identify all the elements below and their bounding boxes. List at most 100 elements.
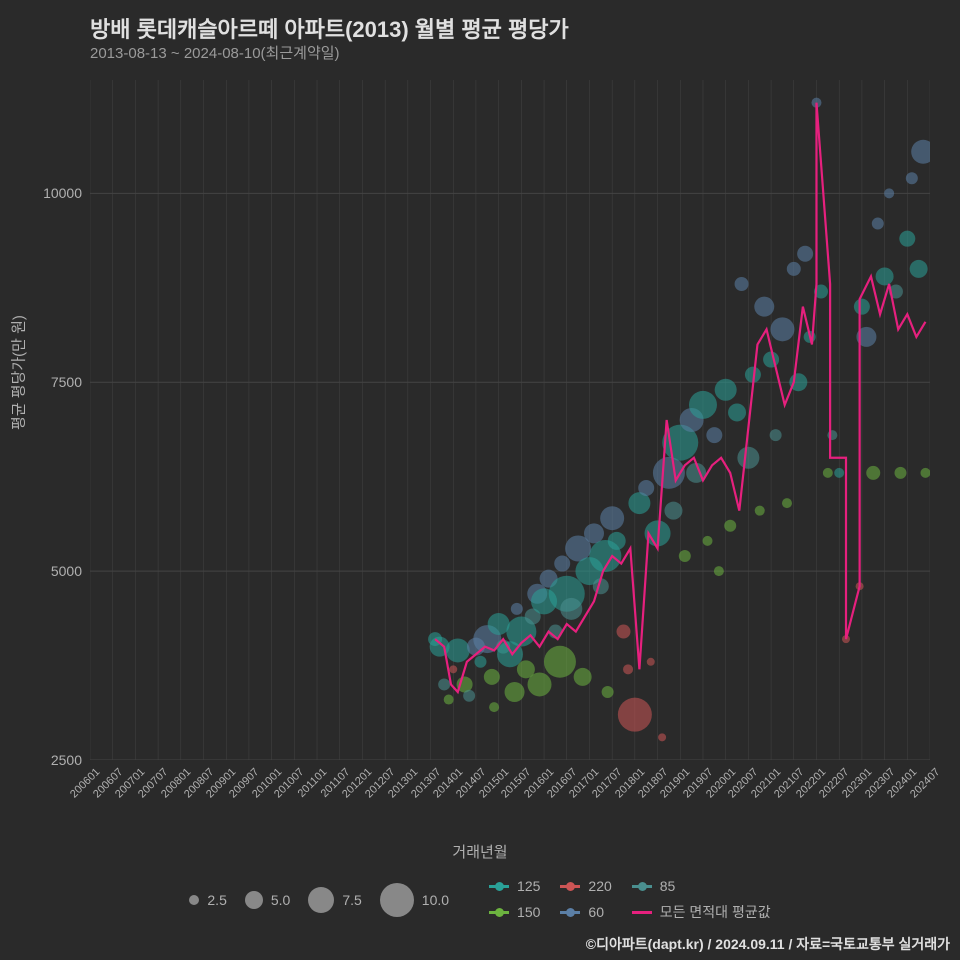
bubble-point (728, 403, 746, 421)
credit-text: ©디아파트(dapt.kr) / 2024.09.11 / 자료=국토교통부 실… (586, 934, 950, 954)
chart-svg (90, 80, 930, 760)
legend-color-item: 150 (489, 902, 540, 922)
legend-size-label: 10.0 (422, 892, 449, 908)
bubble-point (834, 468, 844, 478)
bubble-point (449, 665, 457, 673)
legend-color-swatch (560, 911, 580, 914)
bubble-point (787, 262, 801, 276)
bubble-point (560, 598, 582, 620)
legend-color-swatch (489, 911, 509, 914)
bubble-point (754, 297, 774, 317)
bubble-point (574, 668, 592, 686)
bubble-point (884, 188, 894, 198)
legend-color-label: 150 (517, 904, 540, 920)
bubble-point (647, 658, 655, 666)
bubble-point (484, 669, 500, 685)
bubble-point (894, 467, 906, 479)
legend-size-circle (380, 883, 414, 917)
bubble-point (876, 267, 894, 285)
bubble-point (714, 566, 724, 576)
legend-color-item: 60 (560, 902, 611, 922)
bubble-point (737, 447, 759, 469)
bubble-point (474, 656, 486, 668)
bubble-point (617, 625, 631, 639)
legend-color-dot (566, 908, 575, 917)
bubble-point (763, 352, 779, 368)
legend-color-item: 85 (632, 878, 771, 894)
bubble-point (602, 686, 614, 698)
legend-color-dot (566, 882, 575, 891)
legend-color-label: 125 (517, 878, 540, 894)
bubble-point (920, 468, 930, 478)
legend-color-label: 60 (588, 904, 604, 920)
chart-subtitle: 2013-08-13 ~ 2024-08-10(최근계약일) (90, 42, 340, 63)
chart-plot-area (90, 80, 930, 760)
bubble-point (463, 690, 475, 702)
bubble-point (489, 702, 499, 712)
legend: 2.5 5.0 7.5 10.0 125 220 85 150 60 모든 면적대 평균값 (0, 878, 960, 922)
bubble-point (658, 733, 666, 741)
bubble-point (638, 480, 654, 496)
bubble-point (911, 140, 930, 164)
bubble-point (770, 317, 794, 341)
chart-title: 방배 롯데캐슬아르떼 아파트(2013) 월별 평균 평당가 (90, 12, 569, 44)
legend-color-label: 모든 면적대 평균값 (660, 902, 771, 922)
legend-color-item: 모든 면적대 평균값 (632, 902, 771, 922)
bubble-point (910, 260, 928, 278)
legend-color-swatch (489, 885, 509, 888)
legend-size-label: 7.5 (342, 892, 361, 908)
bubble-point (823, 468, 833, 478)
legend-color-dot (495, 908, 504, 917)
bubble-point (554, 556, 570, 572)
bubble-point (854, 299, 870, 315)
legend-color-dot (495, 882, 504, 891)
bubble-point (735, 277, 749, 291)
bubble-point (689, 391, 717, 419)
legend-size-label: 2.5 (207, 892, 226, 908)
bubble-point (511, 603, 523, 615)
bubble-point (782, 498, 792, 508)
bubble-point (706, 427, 722, 443)
bubble-point (446, 638, 470, 662)
legend-size-circle (245, 891, 263, 909)
legend-size-item: 10.0 (380, 883, 449, 917)
y-axis-label: 평균 평당가(만 원) (8, 315, 29, 430)
bubble-point (827, 430, 837, 440)
bubble-point (899, 231, 915, 247)
bubble-point (438, 678, 450, 690)
bubble-point (679, 550, 691, 562)
legend-color-label: 85 (660, 878, 676, 894)
legend-size-group: 2.5 5.0 7.5 10.0 (189, 878, 449, 922)
legend-color-dot (638, 882, 647, 891)
bubble-point (444, 695, 454, 705)
bubble-point (584, 523, 604, 543)
y-tick: 10000 (22, 185, 82, 201)
bubble-point (872, 218, 884, 230)
x-axis-label: 거래년월 (452, 841, 507, 862)
bubble-point (703, 536, 713, 546)
bubble-point (600, 506, 624, 530)
bubble-point (544, 646, 576, 678)
legend-color-item: 125 (489, 878, 540, 894)
legend-size-label: 5.0 (271, 892, 290, 908)
y-tick: 7500 (22, 374, 82, 390)
bubble-point (664, 502, 682, 520)
bubble-point (608, 532, 626, 550)
legend-size-circle (308, 887, 334, 913)
bubble-point (770, 429, 782, 441)
bubble-point (505, 682, 525, 702)
legend-size-item: 5.0 (245, 891, 290, 909)
bubble-point (906, 172, 918, 184)
bubble-point (715, 379, 737, 401)
legend-color-group: 125 220 85 150 60 모든 면적대 평균값 (489, 878, 771, 922)
bubble-point (528, 672, 552, 696)
bubble-point (623, 664, 633, 674)
bubble-point (797, 246, 813, 262)
legend-size-circle (189, 895, 199, 905)
bubble-point (618, 698, 652, 732)
legend-line-swatch (632, 911, 652, 914)
bubble-point (866, 466, 880, 480)
y-tick: 5000 (22, 563, 82, 579)
legend-color-swatch (632, 885, 652, 888)
legend-color-item: 220 (560, 878, 611, 894)
